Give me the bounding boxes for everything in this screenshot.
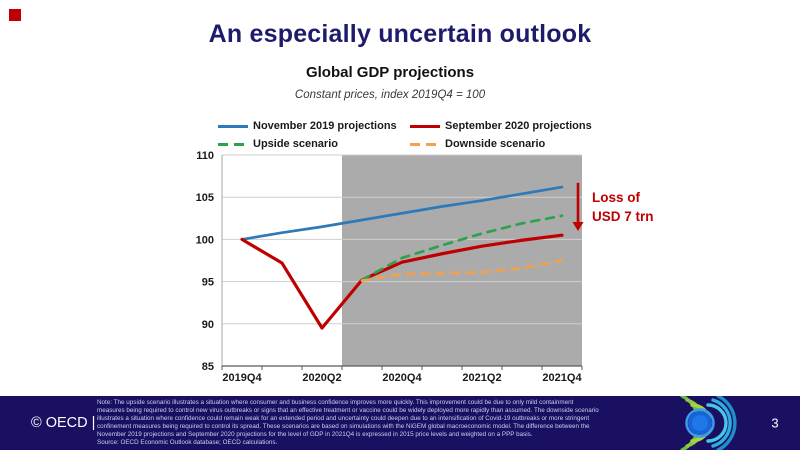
y-tick-label: 100: [196, 234, 214, 246]
footnote-line: Source: OECD Economic Outlook database; …: [97, 439, 278, 446]
footnote-line: confinement measures being required to c…: [97, 423, 590, 430]
series-downside-scenario: [360, 259, 564, 283]
series-november-2019-projections: [240, 185, 564, 241]
forecast-shaded-band: [342, 155, 582, 366]
slide-accent-square: [9, 9, 21, 21]
swirl-core-highlight: [692, 415, 708, 431]
y-tick-label: 85: [202, 361, 214, 373]
y-tick-label: 110: [196, 150, 214, 162]
footnote-line: measures being required to control new v…: [97, 407, 599, 414]
loss-annotation: Loss of USD 7 trn: [592, 188, 654, 226]
legend-item-september-2020: September 2020 projections: [410, 119, 592, 133]
oecd-copyright: © OECD |: [31, 415, 96, 431]
legend-item-downside: Downside scenario: [410, 137, 545, 151]
series-september-2020-projections: [240, 233, 564, 330]
legend-item-upside: Upside scenario: [218, 137, 338, 151]
x-tick-label: 2020Q4: [382, 372, 422, 384]
legend-swatch-dashed-orange: [410, 142, 440, 146]
legend-label: September 2020 projections: [445, 120, 592, 132]
footnote-line: November 2019 projections and September …: [97, 431, 533, 438]
y-tick-label: 95: [202, 277, 214, 289]
footer-bar: © OECD | Note: The upside scenario illus…: [0, 396, 800, 450]
x-tick-label: 2021Q2: [462, 372, 501, 384]
x-tick-label: 2021Q4: [542, 372, 582, 384]
y-tick-label: 105: [196, 192, 214, 204]
loss-arrow-head: [572, 221, 584, 231]
y-tick-label: 90: [202, 319, 214, 331]
x-tick-label: 2019Q4: [222, 372, 262, 384]
loss-annotation-line1: Loss of: [592, 190, 641, 205]
legend-item-november-2019: November 2019 projections: [218, 119, 397, 133]
x-tick-label: 2020Q2: [302, 372, 341, 384]
legend-label: Upside scenario: [253, 138, 338, 150]
legend-swatch-solid-blue: [218, 124, 248, 128]
oecd-swirl-graphic: [680, 396, 737, 450]
swirl-ring: [685, 408, 715, 438]
footnote-line: Note: The upside scenario illustrates a …: [97, 399, 574, 406]
legend-label: November 2019 projections: [253, 120, 397, 132]
footnote-line: illustrates a situation where confidence…: [97, 415, 590, 422]
series-upside-scenario: [360, 214, 564, 282]
page-number: 3: [771, 415, 779, 431]
legend-label: Downside scenario: [445, 138, 546, 150]
chart-subtitle: Constant prices, index 2019Q4 = 100: [294, 89, 486, 101]
chart-title: Global GDP projections: [305, 64, 475, 81]
legend-swatch-solid-red: [410, 124, 440, 128]
slide-title: An especially uncertain outlook: [208, 20, 592, 48]
footnote-block: Note: The upside scenario illustrates a …: [97, 399, 637, 447]
loss-annotation-line2: USD 7 trn: [592, 209, 654, 224]
legend-swatch-dashed-green: [218, 142, 248, 146]
